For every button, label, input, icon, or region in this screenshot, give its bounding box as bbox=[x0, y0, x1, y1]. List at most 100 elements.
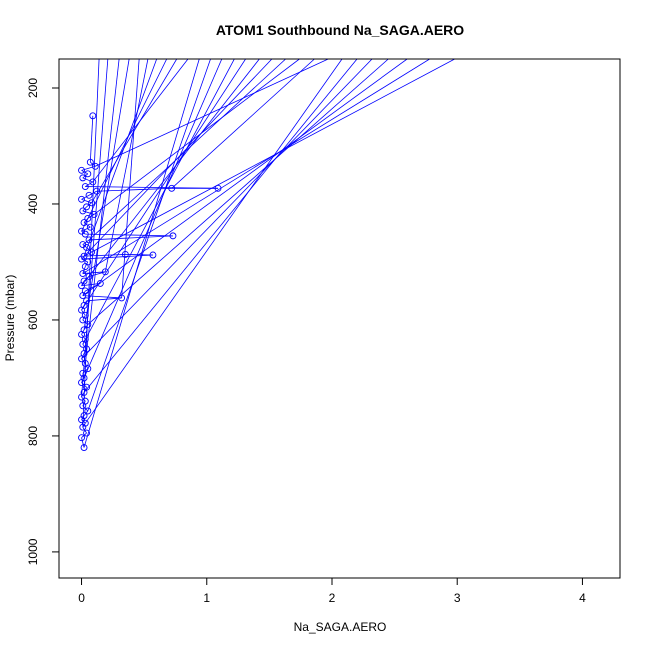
profile-segment bbox=[121, 59, 140, 298]
data-point bbox=[84, 215, 92, 222]
y-axis-label: Pressure (mbar) bbox=[3, 275, 17, 362]
data-point bbox=[169, 232, 177, 240]
data-point bbox=[88, 199, 96, 207]
data-point bbox=[79, 207, 87, 215]
data-point bbox=[83, 203, 90, 211]
data-point bbox=[78, 227, 85, 235]
data-point bbox=[80, 277, 88, 285]
profile-segment bbox=[81, 329, 85, 335]
profile-segment bbox=[96, 187, 172, 192]
data-point bbox=[89, 112, 97, 120]
data-point bbox=[79, 270, 87, 278]
profile-segment bbox=[88, 59, 286, 241]
data-point bbox=[88, 248, 96, 256]
profile-segment bbox=[91, 59, 178, 204]
data-point bbox=[91, 162, 99, 170]
data-point bbox=[80, 444, 88, 451]
data-point bbox=[81, 183, 89, 191]
x-tick-label: 4 bbox=[579, 591, 586, 605]
profile-segment bbox=[85, 233, 173, 237]
data-point bbox=[96, 279, 104, 287]
profile-segment bbox=[83, 59, 358, 393]
profile-segment bbox=[81, 59, 168, 232]
data-point bbox=[79, 369, 87, 377]
profile-segment bbox=[82, 244, 87, 248]
data-point bbox=[78, 166, 85, 174]
profile-segment bbox=[85, 186, 219, 189]
data-point bbox=[83, 383, 90, 391]
profile-segment bbox=[81, 198, 92, 204]
data-point bbox=[80, 412, 88, 420]
profile-segment bbox=[82, 59, 100, 428]
profile-segment bbox=[81, 165, 96, 171]
data-point bbox=[83, 345, 90, 353]
profile-segment bbox=[81, 169, 88, 175]
data-point bbox=[93, 187, 101, 195]
y-tick-label: 400 bbox=[26, 194, 40, 214]
data-point bbox=[81, 335, 89, 343]
profile-segment bbox=[84, 254, 126, 257]
data-point bbox=[83, 429, 90, 437]
y-tick-label: 1000 bbox=[26, 538, 40, 565]
data-point bbox=[80, 252, 88, 260]
profile-segment bbox=[104, 59, 149, 272]
profile-segment bbox=[83, 59, 158, 257]
profile-segment bbox=[84, 261, 89, 267]
data-point bbox=[78, 195, 85, 203]
profile-segment bbox=[87, 59, 389, 325]
y-tick-label: 200 bbox=[26, 78, 40, 98]
data-point bbox=[81, 311, 89, 319]
x-tick-label: 2 bbox=[329, 591, 336, 605]
plot-area bbox=[78, 59, 455, 451]
profile-segment bbox=[82, 315, 86, 321]
profile-segment bbox=[82, 59, 235, 345]
profile-segment bbox=[82, 271, 106, 274]
profile-segment bbox=[81, 194, 90, 200]
data-point bbox=[86, 223, 94, 231]
profile-segment bbox=[84, 59, 343, 424]
data-point bbox=[89, 178, 97, 186]
profile-segment bbox=[171, 59, 315, 189]
profile-segment bbox=[81, 226, 91, 232]
profile-segment bbox=[87, 59, 211, 412]
data-point bbox=[118, 294, 126, 302]
profile-segment bbox=[83, 59, 223, 379]
profile-segment bbox=[89, 115, 94, 163]
profile-segment bbox=[95, 59, 329, 167]
profile-segment bbox=[81, 59, 260, 286]
profile-segment bbox=[93, 59, 300, 215]
data-point bbox=[90, 210, 98, 218]
profile-segment bbox=[81, 230, 86, 235]
data-point bbox=[101, 268, 109, 276]
profile-segment bbox=[89, 235, 173, 241]
profile-segment bbox=[87, 214, 95, 219]
data-point bbox=[79, 241, 87, 249]
data-point bbox=[84, 258, 92, 266]
data-point bbox=[81, 419, 89, 427]
profile-segment bbox=[82, 59, 408, 296]
data-point bbox=[85, 273, 93, 280]
chart-title: ATOM1 Southbound Na_SAGA.AERO bbox=[216, 22, 464, 38]
profile-segment bbox=[82, 177, 93, 183]
profile-segment bbox=[82, 266, 86, 274]
x-axis: 0 1 2 3 4 bbox=[78, 577, 586, 605]
profile-segment bbox=[91, 59, 455, 253]
x-axis-label: Na_SAGA.AERO bbox=[294, 620, 387, 634]
data-point bbox=[168, 184, 176, 192]
profile-segment bbox=[82, 59, 430, 274]
y-tick-label: 800 bbox=[26, 426, 40, 446]
data-point bbox=[80, 374, 88, 382]
profile-segment bbox=[82, 427, 87, 434]
data-point bbox=[214, 184, 222, 192]
data-point bbox=[80, 219, 88, 226]
data-point bbox=[81, 287, 89, 295]
data-point bbox=[84, 407, 92, 415]
profile-segment bbox=[92, 59, 189, 183]
profile-segment bbox=[85, 181, 94, 187]
data-point bbox=[121, 250, 129, 258]
profile-segment bbox=[81, 59, 373, 360]
data-point bbox=[86, 158, 94, 166]
data-point bbox=[85, 191, 93, 199]
data-point bbox=[84, 321, 92, 329]
